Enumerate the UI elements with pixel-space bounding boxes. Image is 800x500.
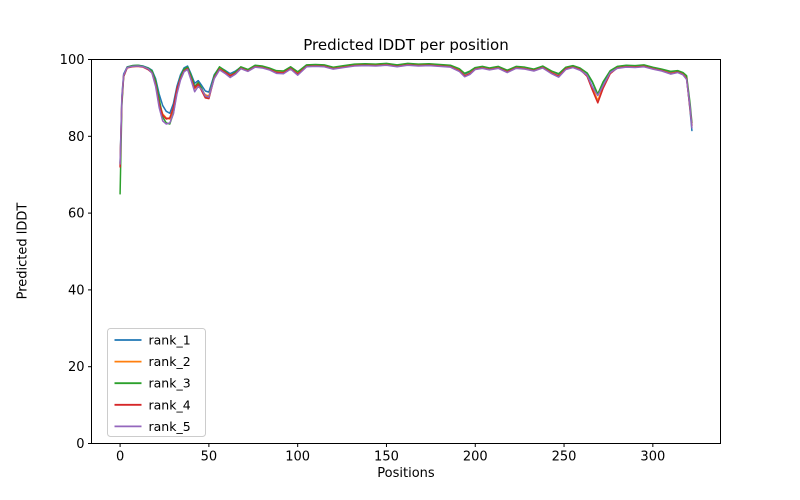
- x-tick-label: 50: [201, 450, 218, 465]
- x-tick-label: 250: [552, 450, 577, 465]
- x-tick-label: 200: [463, 450, 488, 465]
- x-tick-label: 300: [640, 450, 665, 465]
- x-tick-label: 100: [285, 450, 310, 465]
- y-tick-label: 0: [76, 437, 84, 452]
- x-tick-label: 150: [374, 450, 399, 465]
- legend-label-rank_1: rank_1: [149, 333, 191, 348]
- y-tick-label: 60: [68, 207, 85, 222]
- legend-label-rank_3: rank_3: [149, 376, 191, 391]
- legend-label-rank_4: rank_4: [149, 397, 191, 412]
- chart-title: Predicted lDDT per position: [303, 36, 509, 54]
- axes-spines: [91, 59, 721, 444]
- series-line-rank_5: [119, 64, 693, 165]
- legend-label-rank_5: rank_5: [149, 419, 191, 434]
- y-tick-label: 100: [60, 53, 85, 68]
- legend-box: [107, 328, 206, 437]
- y-tick-label: 40: [68, 283, 85, 298]
- y-tick-label: 80: [68, 130, 85, 145]
- y-axis-label: Predicted lDDT: [15, 202, 31, 300]
- y-tick-label: 20: [68, 360, 85, 375]
- x-tick-label: 0: [116, 450, 124, 465]
- legend-label-rank_2: rank_2: [149, 354, 191, 369]
- x-axis-label: Positions: [377, 466, 435, 481]
